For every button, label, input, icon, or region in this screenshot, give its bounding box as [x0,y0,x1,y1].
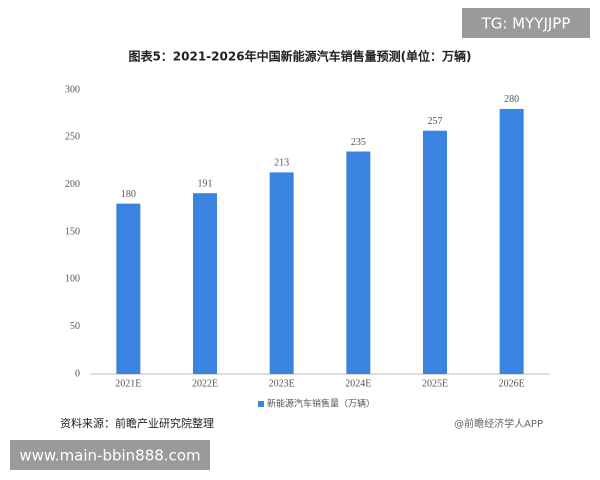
source: 资料来源：前瞻产业研究院整理 [60,416,214,430]
bar [423,130,447,374]
legend-label: 新能源汽车销售量（万辆） [267,398,375,410]
data-label: 213 [274,158,289,169]
overlay-box [10,440,210,470]
bar [346,151,371,374]
data-label: 257 [428,116,443,127]
y-tick-label: 50 [70,321,80,332]
bar [269,172,294,374]
data-label: 180 [121,189,136,200]
bar [116,203,141,374]
bar [499,108,524,374]
data-label: 191 [198,178,213,189]
y-tick-label: 200 [65,179,80,190]
x-tick-label: 2021E [115,378,141,389]
x-tick-label: 2024E [345,378,371,389]
watermark: @前瞻经济学人APP [454,417,543,430]
legend-swatch [258,401,264,407]
bar [193,193,217,374]
data-label: 280 [504,94,519,105]
y-tick-label: 150 [65,226,80,237]
overlay-box [462,8,590,38]
x-tick-label: 2025E [422,378,448,389]
x-tick-label: 2026E [499,378,525,389]
x-tick-label: 2023E [269,378,295,389]
y-tick-label: 300 [65,84,80,95]
overlay-text: TG: MYYJJPP [481,15,571,33]
y-tick-label: 0 [75,368,80,379]
x-tick-label: 2022E [192,378,218,389]
data-label: 235 [351,137,366,148]
chart-title: 图表5：2021-2026年中国新能源汽车销售量预测(单位：万辆) [128,49,471,64]
y-tick-label: 100 [65,274,80,285]
y-tick-label: 250 [65,132,80,143]
overlay-text: www.main-bbin888.com [19,447,200,465]
